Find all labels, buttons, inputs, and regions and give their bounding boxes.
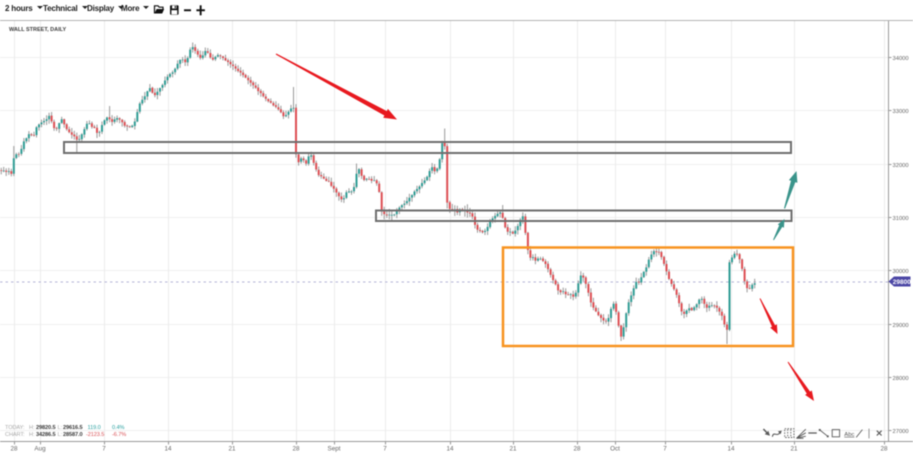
svg-text:28: 28 [10, 446, 18, 453]
svg-text:31000: 31000 [893, 216, 909, 222]
svg-text:28: 28 [292, 446, 300, 453]
svg-text:Aug: Aug [34, 446, 46, 453]
svg-text:33000: 33000 [893, 109, 909, 115]
svg-text:Sept: Sept [328, 446, 341, 453]
svg-text:7: 7 [663, 446, 667, 453]
svg-text:29800: 29800 [893, 279, 911, 286]
svg-text:21: 21 [790, 446, 798, 453]
svg-text:28000: 28000 [893, 376, 909, 382]
svg-text:21: 21 [228, 446, 236, 453]
svg-text:30000: 30000 [893, 269, 909, 275]
svg-text:7: 7 [383, 446, 387, 453]
svg-text:14: 14 [446, 446, 454, 453]
svg-text:34000: 34000 [893, 56, 909, 62]
svg-text:29000: 29000 [893, 323, 909, 329]
svg-text:32000: 32000 [893, 163, 909, 169]
svg-text:14: 14 [164, 446, 172, 453]
svg-text:Abc: Abc [844, 432, 854, 438]
svg-text:Oct: Oct [610, 446, 620, 453]
svg-text:28: 28 [573, 446, 581, 453]
svg-text:21: 21 [509, 446, 517, 453]
svg-text:7: 7 [102, 446, 106, 453]
svg-text:27000: 27000 [893, 429, 909, 435]
svg-text:14: 14 [727, 446, 735, 453]
svg-text:28: 28 [880, 446, 888, 453]
